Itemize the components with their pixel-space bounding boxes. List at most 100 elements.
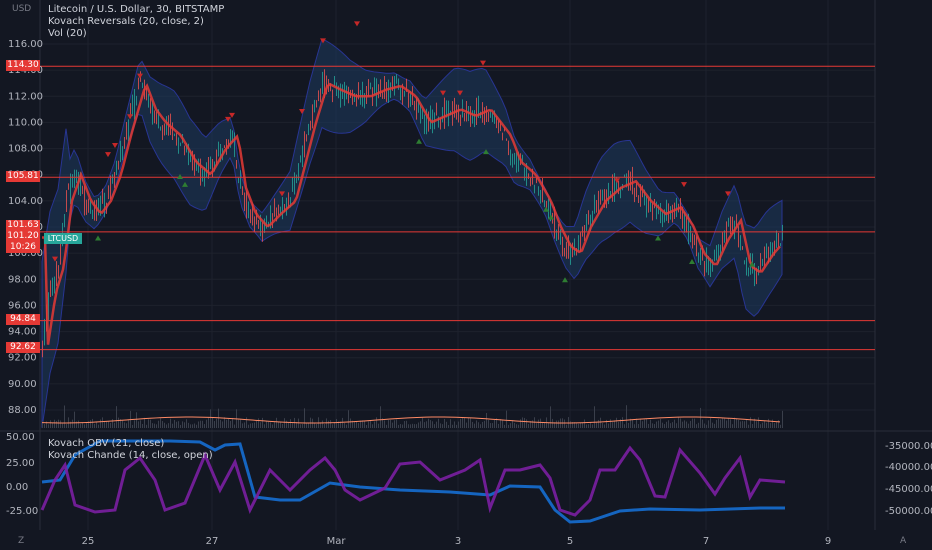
volume-bar [226, 419, 227, 428]
volume-bar [740, 421, 741, 428]
price-tick-label: 90.00 [8, 379, 37, 390]
volume-bar [72, 419, 73, 428]
volume-bar [526, 419, 527, 428]
volume-bar [362, 420, 363, 428]
volume-bar [672, 422, 673, 428]
reversal-down-marker [480, 60, 486, 66]
volume-bar [88, 421, 89, 428]
volume-bar [456, 424, 457, 428]
volume-bar [132, 424, 133, 428]
oscillator-axis[interactable]: 50.00 25.00 0.00 -25.00 -35000.00 -40000.00 -4… [6, 432, 932, 517]
level-tag-2: 105.81 [6, 171, 40, 182]
volume-bar [110, 422, 111, 428]
volume-bar [612, 422, 613, 428]
volume-bar [734, 417, 735, 428]
volume-bar [124, 422, 125, 428]
volume-bar [692, 418, 693, 428]
volume-bar [426, 421, 427, 428]
volume-bar [738, 420, 739, 428]
time-tick-label: 9 [825, 536, 831, 547]
volume-bar [180, 424, 181, 428]
volume-bar [126, 423, 127, 428]
price-tick-label: 112.00 [8, 91, 43, 102]
volume-bar [420, 421, 421, 428]
time-axis[interactable]: 25 27 Mar 3 5 7 9 [82, 536, 832, 547]
volume-bars [41, 405, 783, 428]
volume-bar [184, 422, 185, 428]
volume-bar [374, 421, 375, 428]
volume-bar [756, 421, 757, 428]
volume-bar [768, 418, 769, 428]
time-tick-label: Mar [327, 536, 347, 547]
volume-bar [166, 424, 167, 428]
volume-bar [652, 423, 653, 428]
study-kovach-reversals[interactable]: Kovach Reversals (20, close, 2) [48, 16, 204, 27]
volume-bar [514, 422, 515, 428]
volume-bar [86, 423, 87, 428]
volume-bar [678, 417, 679, 428]
volume-bar [430, 420, 431, 428]
volume-bar [558, 420, 559, 428]
volume-bar [220, 419, 221, 428]
price-tick-label: 100.00 [8, 248, 43, 259]
volume-bar [658, 420, 659, 428]
volume-bar [782, 410, 783, 428]
volume-bar [156, 424, 157, 428]
volume-bar [384, 420, 385, 428]
volume-bar [666, 421, 667, 428]
volume-bar [444, 418, 445, 428]
level-tag-5: 92.62 [6, 342, 40, 353]
volume-bar [604, 424, 605, 428]
volume-bar [732, 424, 733, 428]
volume-bar [252, 423, 253, 428]
volume-bar [670, 423, 671, 428]
volume-bar [586, 424, 587, 428]
volume-bar [434, 424, 435, 428]
volume-bar [524, 417, 525, 428]
study-kovach-chande[interactable]: Kovach Chande (14, close, open) [48, 450, 213, 461]
volume-bar [296, 421, 297, 428]
volume-bar [626, 405, 627, 428]
volume-bar [144, 417, 145, 428]
volume-bar [610, 419, 611, 428]
study-kovach-obv[interactable]: Kovach OBV (21, close) [48, 438, 165, 449]
symbol-title[interactable]: Litecoin / U.S. Dollar, 30, BITSTAMP [48, 4, 225, 15]
reversal-up-marker [689, 258, 695, 264]
volume-bar [440, 423, 441, 428]
reversal-down-marker [725, 191, 731, 197]
volume-bar [152, 423, 153, 428]
reversal-up-marker [177, 174, 183, 180]
volume-bar [746, 419, 747, 428]
volume-bar [288, 422, 289, 428]
zoom-toggle[interactable]: Z [18, 536, 25, 546]
symbol-tag: LTCUSD [44, 233, 82, 244]
volume-bar [248, 424, 249, 428]
price-tick-label: 116.00 [8, 39, 43, 50]
volume-bar [494, 419, 495, 428]
volume-bar [654, 424, 655, 428]
volume-bar [366, 424, 367, 428]
volume-bar [470, 418, 471, 428]
study-volume[interactable]: Vol (20) [48, 28, 87, 39]
volume-bar [492, 423, 493, 428]
volume-bar [48, 424, 49, 428]
volume-bar [196, 424, 197, 428]
volume-bar [762, 422, 763, 428]
volume-bar [250, 423, 251, 428]
reversal-down-marker [112, 142, 118, 148]
kovach-basis-line [42, 82, 781, 345]
volume-bar [212, 417, 213, 428]
volume-bar [572, 421, 573, 428]
reversal-up-marker [416, 138, 422, 144]
price-tick-label: 98.00 [8, 274, 37, 285]
volume-bar [696, 424, 697, 428]
volume-bar [344, 423, 345, 428]
volume-bar [368, 421, 369, 428]
volume-bar [306, 422, 307, 428]
auto-scale-toggle[interactable]: A [900, 536, 907, 546]
volume-bar [694, 418, 695, 428]
basis-path [42, 82, 781, 345]
volume-bar [276, 417, 277, 428]
volume-bar [754, 418, 755, 428]
